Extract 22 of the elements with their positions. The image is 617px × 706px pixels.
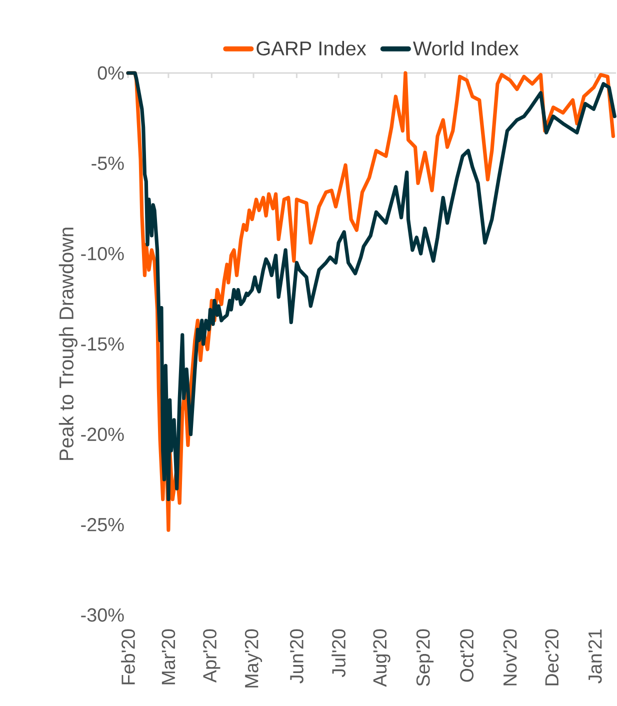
y-tick-label: 0% <box>98 66 124 80</box>
x-tick-label: Apr'20 <box>203 629 220 683</box>
x-tick-label: Jul'20 <box>332 629 346 678</box>
x-tick-label: Nov'20 <box>503 629 517 686</box>
y-tick-label: -15% <box>81 337 124 351</box>
x-tick-label: Dec'20 <box>545 629 559 686</box>
x-tick-label: May'20 <box>245 629 262 688</box>
y-tick-label: -25% <box>81 518 124 532</box>
legend-label: GARP Index <box>256 40 366 56</box>
y-tick-label: -30% <box>81 608 124 622</box>
legend-label: World Index <box>413 40 519 56</box>
y-tick-label: -20% <box>81 428 124 442</box>
x-tick-label: Jun'20 <box>290 629 304 684</box>
x-tick-label: Oct'20 <box>460 629 474 682</box>
y-axis-title: Peak to Trough Drawdown <box>59 228 78 460</box>
y-tick-label: -5% <box>92 156 124 170</box>
x-tick-label: Aug'20 <box>373 629 390 687</box>
x-tick-label: Sep'20 <box>416 629 434 686</box>
x-tick-label: Feb'20 <box>121 629 136 684</box>
y-tick-label: -10% <box>81 246 124 260</box>
x-tick-label: Jan'21 <box>588 629 602 684</box>
x-tick-label: Mar'20 <box>162 629 176 684</box>
